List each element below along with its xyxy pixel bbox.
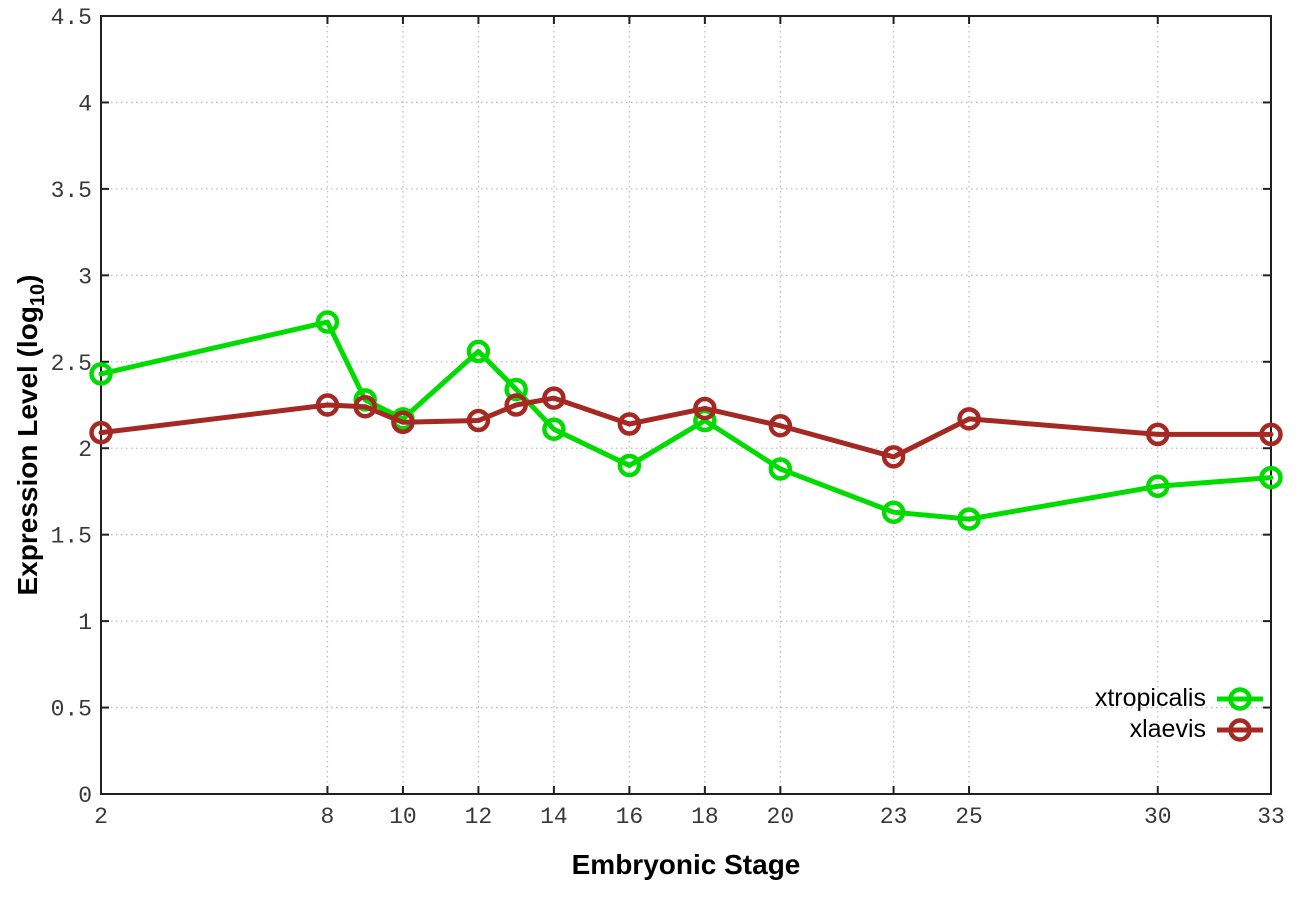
y-tick-label: 3: [78, 264, 92, 290]
data-point-xlaevis: [504, 393, 528, 417]
data-point-xtropicalis: [1259, 465, 1283, 490]
y-axis-title: Expression Level (log10): [12, 275, 50, 596]
data-point-xtropicalis: [89, 362, 113, 386]
legend-entry-xlaevis: xlaevis: [1130, 716, 1264, 743]
data-point-xlaevis: [466, 408, 491, 433]
x-axis-title: Embryonic Stage: [571, 849, 801, 880]
x-tick-label: 30: [1144, 804, 1172, 830]
legend-entry-xtropicalis: xtropicalis: [1095, 685, 1264, 712]
legend-sample-xlaevis: [1217, 717, 1263, 742]
data-point-xlaevis: [1146, 422, 1170, 447]
data-point-xlaevis: [617, 412, 642, 436]
legend-sample-xtropicalis: [1217, 686, 1263, 711]
data-point-xlaevis: [693, 396, 717, 421]
legend-label-xtropicalis: xtropicalis: [1094, 684, 1206, 712]
y-tick-label: 0: [78, 783, 92, 809]
y-tick-label: 1.5: [51, 524, 92, 550]
x-tick-label: 23: [880, 804, 908, 830]
x-tick-label: 14: [540, 804, 568, 830]
data-point-xtropicalis: [957, 507, 981, 531]
legend-label-xlaevis: xlaevis: [1129, 715, 1206, 743]
series-line-xtropicalis: [98, 319, 1274, 522]
x-tick-label: 20: [767, 804, 795, 830]
series-line-xlaevis: [98, 395, 1274, 460]
x-tick-label: 16: [616, 804, 644, 830]
data-point-xtropicalis: [1146, 474, 1170, 499]
data-point-xlaevis: [1259, 422, 1283, 447]
x-tick-label: 18: [691, 804, 719, 830]
legend: xtropicalis xlaevis: [1095, 685, 1264, 743]
y-tick-label: 3.5: [51, 178, 92, 204]
x-tick-label: 2: [94, 804, 108, 830]
y-axis-title-text: Expression Level (log: [12, 306, 43, 596]
x-tick-label: 10: [389, 804, 417, 830]
y-axis-title-suffix: ): [12, 274, 43, 284]
y-tick-label: 4.5: [51, 5, 92, 31]
data-point-xlaevis: [881, 445, 906, 469]
data-point-xlaevis: [391, 410, 415, 435]
x-tick-label: 8: [321, 804, 335, 830]
y-tick-label: 0.5: [51, 697, 92, 723]
legend-marker-icon: [1228, 686, 1252, 711]
data-point-xlaevis: [89, 420, 113, 445]
data-point-xtropicalis: [617, 453, 642, 478]
legend-marker-icon: [1228, 717, 1252, 742]
data-point-xtropicalis: [504, 377, 528, 402]
y-tick-label: 4: [78, 91, 92, 117]
data-point-xtropicalis: [693, 408, 717, 433]
y-tick-label: 2: [78, 437, 92, 463]
data-point-xtropicalis: [315, 310, 340, 334]
y-axis-title-subscript: 10: [27, 283, 49, 307]
data-point-xtropicalis: [466, 339, 491, 364]
x-tick-label: 25: [955, 804, 983, 830]
x-tick-label: 12: [465, 804, 493, 830]
plot-border: [100, 15, 1272, 795]
data-point-xtropicalis: [542, 417, 566, 441]
data-point-xtropicalis: [881, 500, 906, 524]
data-point-xlaevis: [768, 413, 793, 438]
data-point-xlaevis: [957, 407, 981, 431]
data-point-xlaevis: [315, 393, 340, 417]
data-point-xlaevis: [353, 394, 377, 419]
y-tick-label: 1: [78, 610, 92, 636]
y-tick-label: 2.5: [51, 351, 92, 377]
x-tick-label: 33: [1257, 804, 1285, 830]
data-point-xtropicalis: [768, 457, 793, 481]
data-point-xlaevis: [542, 386, 566, 410]
